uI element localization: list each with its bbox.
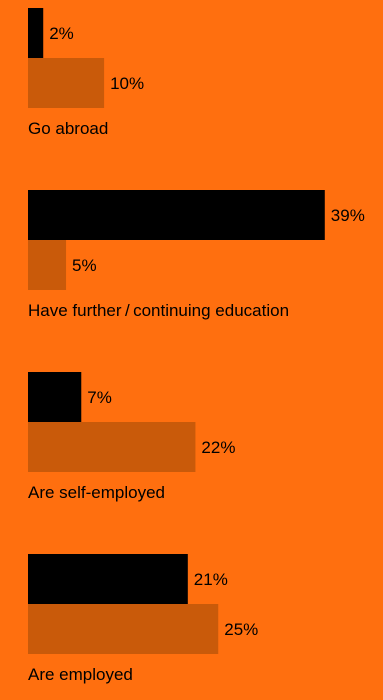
data-label: 25% — [224, 620, 258, 639]
data-label: 5% — [72, 256, 97, 275]
data-label: 7% — [87, 388, 112, 407]
bar-series-2 — [28, 604, 219, 654]
category-label: Are self-employed — [28, 483, 165, 502]
data-label: 39% — [331, 206, 365, 225]
bar-series-2 — [28, 58, 105, 108]
data-label: 10% — [110, 74, 144, 93]
bar-group: 39% 5% Have further / continuing education — [28, 190, 365, 320]
data-label: 21% — [194, 570, 228, 589]
bar-group: 2% 10% Go abroad — [28, 8, 144, 138]
data-label: 22% — [201, 438, 235, 457]
bar-series-1 — [28, 372, 82, 422]
category-label: Have further / continuing education — [28, 301, 289, 320]
bar-group: 21% 25% Are employed — [28, 554, 258, 684]
bar-series-2 — [28, 422, 196, 472]
bar-series-1 — [28, 554, 188, 604]
data-label: 2% — [49, 24, 74, 43]
category-label: Go abroad — [28, 119, 108, 138]
bar-group: 7% 22% Are self-employed — [28, 372, 235, 502]
bar-series-2 — [28, 240, 67, 290]
bar-series-1 — [28, 190, 325, 240]
category-label: Are employed — [28, 665, 133, 684]
bar-series-1 — [28, 8, 44, 58]
